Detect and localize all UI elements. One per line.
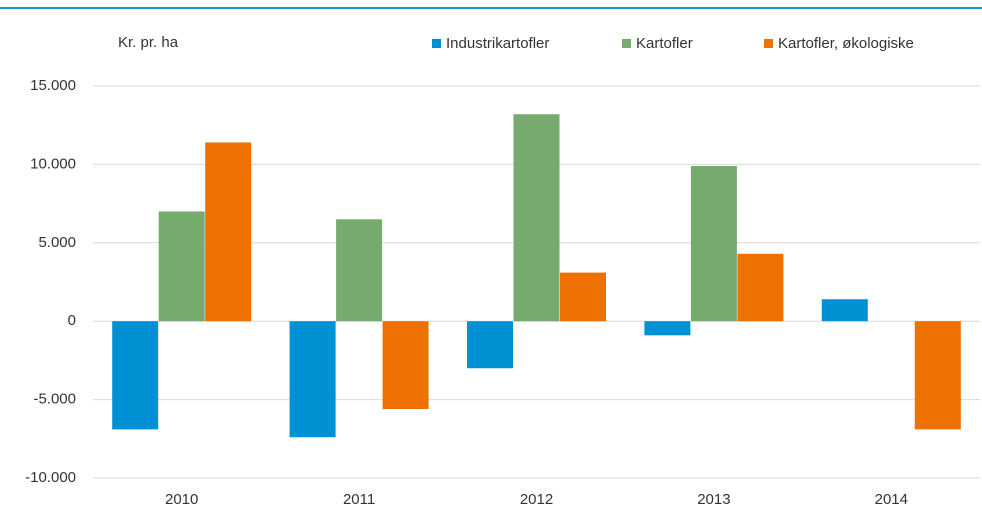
legend-label: Kartofler, økologiske	[778, 35, 914, 52]
bar	[513, 114, 560, 322]
x-tick-label: 2014	[875, 491, 908, 508]
bar	[336, 219, 383, 322]
legend-label: Kartofler	[636, 35, 693, 52]
y-tick-label: 10.000	[30, 155, 76, 172]
bar	[205, 142, 252, 322]
y-tick-label: 5.000	[38, 234, 76, 251]
x-tick-label: 2013	[697, 491, 730, 508]
y-tick-label: -10.000	[25, 469, 76, 486]
y-tick-label: 0	[68, 312, 76, 329]
x-tick-label: 2011	[343, 491, 375, 508]
legend-swatch	[764, 39, 773, 48]
bar	[158, 211, 205, 322]
legend-swatch	[622, 39, 631, 48]
bar	[560, 272, 606, 322]
bar	[467, 321, 513, 369]
bar	[644, 321, 691, 336]
legend-swatch	[432, 39, 441, 48]
x-tick-label: 2010	[165, 491, 198, 508]
bar	[821, 299, 868, 322]
bar	[690, 165, 737, 322]
bar	[382, 321, 429, 410]
y-axis-label: Kr. pr. ha	[118, 34, 179, 51]
bar	[289, 321, 336, 438]
bar	[914, 321, 961, 430]
y-tick-label: -5.000	[33, 391, 76, 408]
x-tick-label: 2012	[520, 491, 553, 508]
top-rule	[0, 7, 982, 9]
y-tick-label: 15.000	[30, 77, 76, 94]
bar	[737, 253, 784, 322]
legend-label: Industrikartofler	[446, 35, 549, 52]
bar	[112, 321, 159, 430]
